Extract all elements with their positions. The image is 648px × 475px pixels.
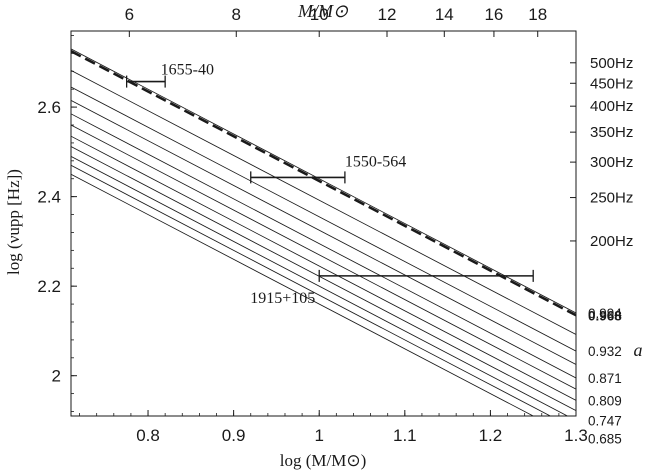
right-freq-label: 400Hz (590, 98, 633, 115)
top-tick-label: 16 (484, 5, 503, 24)
top-mass-axis-ticks: 6 8 10 12 14 16 18 (125, 5, 547, 37)
y-tick-label: 2.4 (37, 188, 61, 207)
spin-label: 0.871 (588, 371, 622, 386)
plot-frame (70, 30, 577, 417)
spin-label: 0.685 (588, 431, 622, 446)
source-error-bars: 1655-40 1550-564 1915+105 (125, 62, 534, 307)
right-frequency-axis-ticks: 500Hz 450Hz 400Hz 350Hz 300Hz 250Hz 200Hz (570, 55, 633, 250)
spin-label: 0.994 (588, 306, 622, 321)
right-freq-label: 350Hz (590, 124, 633, 141)
spin-lines (71, 48, 576, 416)
spin-line-a-0.685 (71, 173, 535, 416)
x-tick-label: 1 (314, 426, 323, 445)
x-axis-ticks: 0.8 0.9 1 1.1 1.2 1.3 (79, 410, 588, 445)
spin-line (71, 100, 576, 365)
right-freq-label: 200Hz (590, 233, 633, 250)
source-1915+105: 1915+105 (250, 269, 534, 307)
y-axis-title: log (νupp [Hz]) (4, 169, 23, 275)
source-1550-564: 1550-564 (250, 153, 406, 184)
x-tick-label: 0.9 (222, 426, 246, 445)
x-tick-label: 1.3 (564, 426, 588, 445)
spin-line-a-0.871 (71, 113, 576, 379)
spin-line-a-0.747 (71, 155, 569, 416)
source-label: 1915+105 (250, 290, 315, 307)
spin-line (71, 70, 576, 335)
top-tick-label: 10 (310, 5, 329, 24)
right-freq-label: 300Hz (590, 154, 633, 171)
spin-line-a-0.932 (71, 86, 576, 352)
top-tick-label: 18 (528, 5, 547, 24)
top-tick-label: 6 (125, 5, 134, 24)
source-1655-40: 1655-40 (125, 62, 214, 88)
right-axis-title: a (634, 340, 643, 360)
right-freq-label: 500Hz (590, 55, 633, 72)
spin-line-a-0.968 (71, 49, 576, 317)
right-freq-label: 250Hz (590, 190, 633, 207)
y-axis-ticks: 2 2.2 2.4 2.6 (37, 35, 77, 412)
spin-line-a-0.994 (71, 48, 576, 314)
spin-line (71, 124, 576, 390)
spin-label: 0.932 (588, 344, 622, 359)
spin-label: 0.747 (588, 413, 622, 428)
top-tick-label: 12 (378, 5, 397, 24)
x-tick-label: 1.2 (479, 426, 503, 445)
y-tick-label: 2.6 (37, 98, 61, 117)
source-label: 1550-564 (345, 153, 406, 170)
source-label: 1655-40 (161, 62, 214, 79)
spin-label: 0.968 (588, 308, 622, 323)
spin-line (71, 164, 552, 416)
top-tick-label: 8 (232, 5, 241, 24)
top-tick-label: 14 (435, 5, 454, 24)
right-freq-label: 450Hz (590, 75, 633, 92)
spin-line (71, 146, 576, 412)
x-tick-label: 0.8 (136, 426, 160, 445)
spin-line-a-0.809 (71, 135, 576, 401)
y-tick-label: 2.2 (37, 277, 61, 296)
spin-label: 0.809 (588, 393, 622, 408)
y-tick-label: 2 (52, 367, 61, 386)
top-axis-title: M/M⊙ (297, 1, 349, 21)
x-tick-label: 1.1 (393, 426, 417, 445)
x-axis-title: log (M/M⊙) (280, 451, 367, 470)
